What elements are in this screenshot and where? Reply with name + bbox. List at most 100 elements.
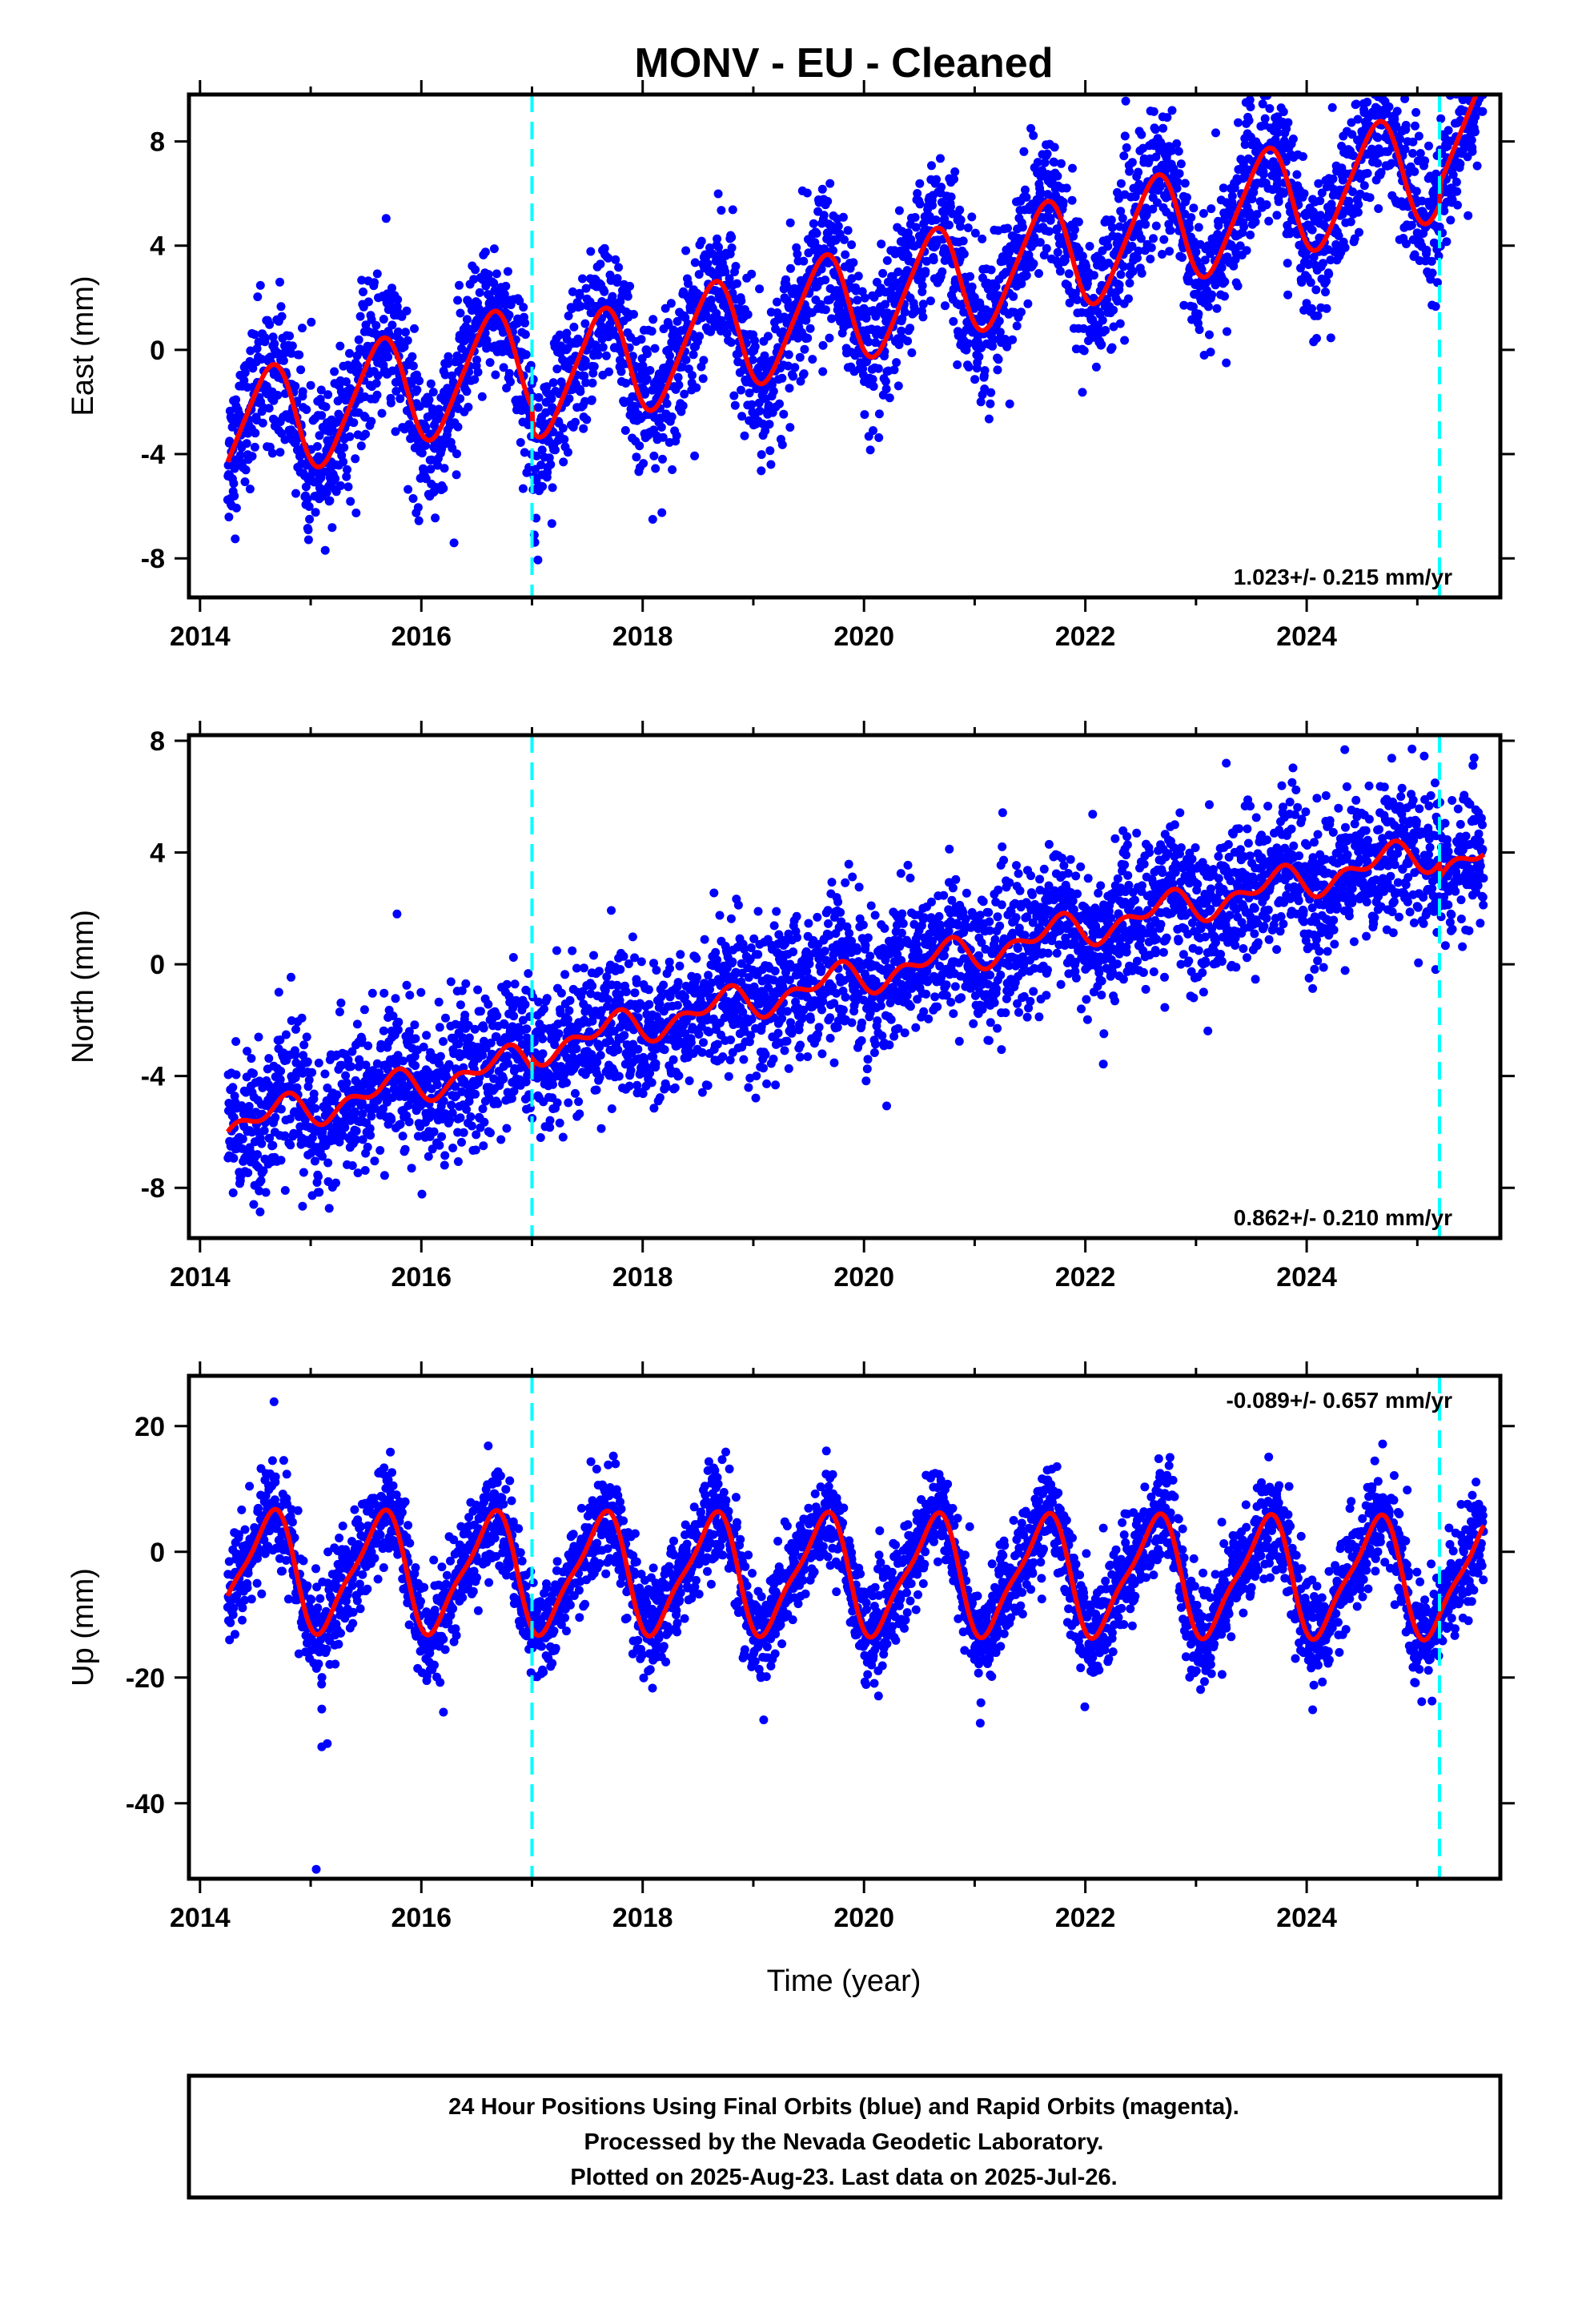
data-point — [417, 448, 427, 458]
data-point — [903, 336, 913, 346]
data-point — [396, 394, 405, 404]
data-point — [335, 341, 345, 351]
data-point — [588, 368, 598, 378]
data-point — [824, 259, 833, 267]
data-point — [416, 987, 426, 997]
data-point — [347, 1047, 357, 1056]
data-point — [1427, 256, 1436, 266]
data-point — [560, 435, 569, 444]
data-point — [769, 387, 778, 396]
data-point — [821, 275, 830, 285]
data-point — [311, 508, 320, 517]
data-point — [1165, 247, 1174, 256]
data-point — [864, 337, 873, 347]
data-point — [583, 1003, 592, 1013]
data-point — [437, 1132, 447, 1141]
data-point — [639, 459, 648, 468]
x-tick-label: 2020 — [833, 621, 894, 652]
data-point — [562, 1078, 571, 1088]
data-point — [940, 214, 950, 223]
data-point — [802, 188, 812, 198]
data-point — [478, 1104, 488, 1114]
data-point — [479, 1023, 488, 1033]
data-point — [402, 980, 412, 990]
data-point — [1005, 399, 1014, 408]
data-point — [341, 377, 351, 387]
data-point — [367, 416, 376, 426]
data-point — [713, 189, 723, 199]
data-point — [400, 1144, 410, 1154]
data-point — [435, 1059, 444, 1068]
data-point — [1114, 280, 1124, 290]
data-point — [1119, 151, 1129, 161]
data-point — [1322, 304, 1331, 313]
data-point — [552, 946, 561, 955]
data-point — [892, 358, 901, 368]
data-point — [980, 384, 990, 394]
data-point — [394, 1017, 404, 1027]
data-point — [818, 340, 828, 350]
data-point — [241, 1088, 251, 1097]
data-point — [1407, 220, 1416, 230]
data-point — [1220, 292, 1229, 301]
data-point — [1260, 114, 1270, 123]
data-point — [1292, 170, 1302, 179]
data-point — [382, 1088, 391, 1097]
data-point — [503, 267, 512, 276]
data-point — [614, 263, 624, 272]
data-point — [472, 356, 481, 364]
data-point — [587, 395, 596, 404]
data-point — [821, 305, 830, 315]
data-point — [285, 332, 295, 340]
data-point — [500, 1019, 509, 1029]
data-point — [460, 1011, 470, 1019]
data-point — [1242, 246, 1251, 255]
data-point — [424, 395, 434, 404]
data-point — [366, 1131, 375, 1140]
data-point — [1347, 130, 1357, 139]
data-point — [307, 1068, 317, 1077]
data-point — [371, 379, 381, 388]
data-point — [363, 1041, 373, 1051]
data-point — [841, 250, 850, 259]
data-point — [229, 479, 239, 489]
data-point — [1273, 128, 1283, 138]
data-point — [379, 1104, 387, 1113]
data-point — [1272, 179, 1282, 189]
data-point — [439, 484, 448, 493]
data-point — [1233, 281, 1243, 291]
data-point — [1120, 131, 1130, 141]
data-point — [536, 460, 546, 470]
data-point — [547, 394, 556, 404]
data-point — [492, 1011, 502, 1020]
data-point — [865, 445, 875, 455]
data-point — [250, 442, 259, 452]
data-point — [1068, 163, 1077, 173]
data-point — [287, 348, 296, 358]
data-point — [697, 236, 706, 246]
data-point — [897, 326, 906, 336]
data-point — [706, 296, 716, 304]
data-point — [1384, 102, 1394, 111]
data-point — [1079, 324, 1088, 333]
data-point — [1009, 292, 1018, 301]
data-point — [445, 1116, 455, 1125]
data-point — [717, 206, 726, 215]
data-point — [1134, 246, 1143, 255]
data-point — [259, 1126, 269, 1136]
data-point — [799, 369, 809, 379]
data-point — [588, 981, 597, 991]
data-point — [1326, 255, 1335, 265]
data-point — [740, 431, 749, 440]
data-point — [471, 1089, 480, 1099]
data-point — [452, 470, 461, 480]
data-point — [341, 1071, 351, 1080]
data-point — [1211, 128, 1220, 138]
data-point — [1118, 262, 1128, 271]
data-point — [451, 1082, 460, 1092]
data-point — [913, 189, 922, 198]
data-point — [1116, 270, 1126, 279]
data-point — [1337, 163, 1347, 173]
data-point — [274, 987, 283, 997]
data-point — [1109, 305, 1118, 315]
